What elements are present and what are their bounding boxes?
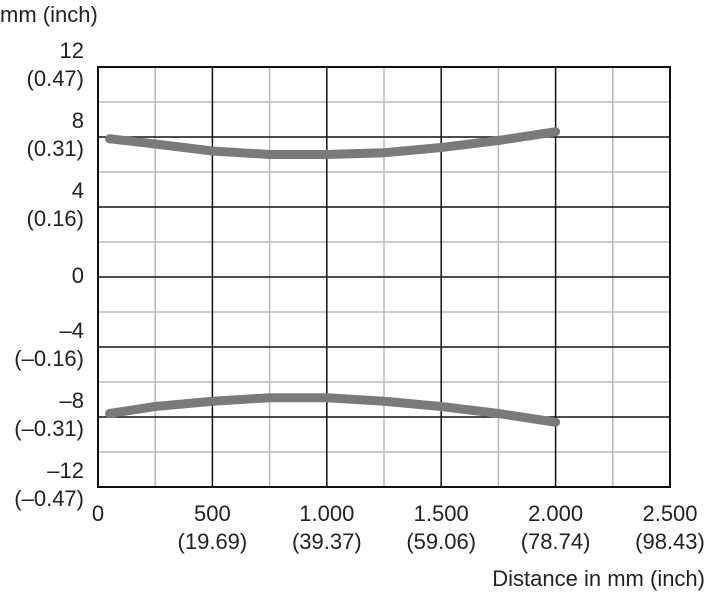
y-tick-inch-label: (0.31)	[27, 136, 84, 161]
x-tick-inch-label: (59.06)	[406, 529, 476, 554]
curve	[104, 393, 561, 427]
x-tick-label: 1.500	[414, 501, 469, 526]
x-tick-label: 0	[92, 501, 104, 526]
y-tick-label: 8	[72, 108, 84, 133]
y-tick-inch-label: (–0.47)	[14, 486, 84, 511]
plot-frame	[97, 66, 671, 488]
y-tick-inch-label: (–0.16)	[14, 346, 84, 371]
y-tick-label: –4	[60, 318, 84, 343]
y-tick-inch-label: (–0.31)	[14, 416, 84, 441]
y-tick-label: 0	[72, 263, 84, 288]
y-axis-title: mm (inch)	[0, 2, 98, 27]
y-tick-inch-label: (0.47)	[27, 66, 84, 91]
x-tick-inch-label: (78.74)	[521, 529, 591, 554]
y-tick-label: –8	[60, 388, 84, 413]
x-tick-label: 2.500	[642, 501, 697, 526]
y-tick-label: –12	[47, 458, 84, 483]
x-tick-inch-label: (98.43)	[635, 529, 705, 554]
y-tick-label: 12	[60, 38, 84, 63]
x-tick-label: 2.000	[528, 501, 583, 526]
x-tick-inch-label: (19.69)	[178, 529, 248, 554]
x-tick-label: 500	[194, 501, 231, 526]
y-tick-label: 4	[72, 178, 84, 203]
y-tick-inch-label: (0.16)	[27, 206, 84, 231]
x-tick-label: 1.000	[299, 501, 354, 526]
x-tick-inch-label: (39.37)	[292, 529, 362, 554]
curve	[104, 127, 561, 159]
x-axis-title: Distance in mm (inch)	[492, 566, 705, 591]
